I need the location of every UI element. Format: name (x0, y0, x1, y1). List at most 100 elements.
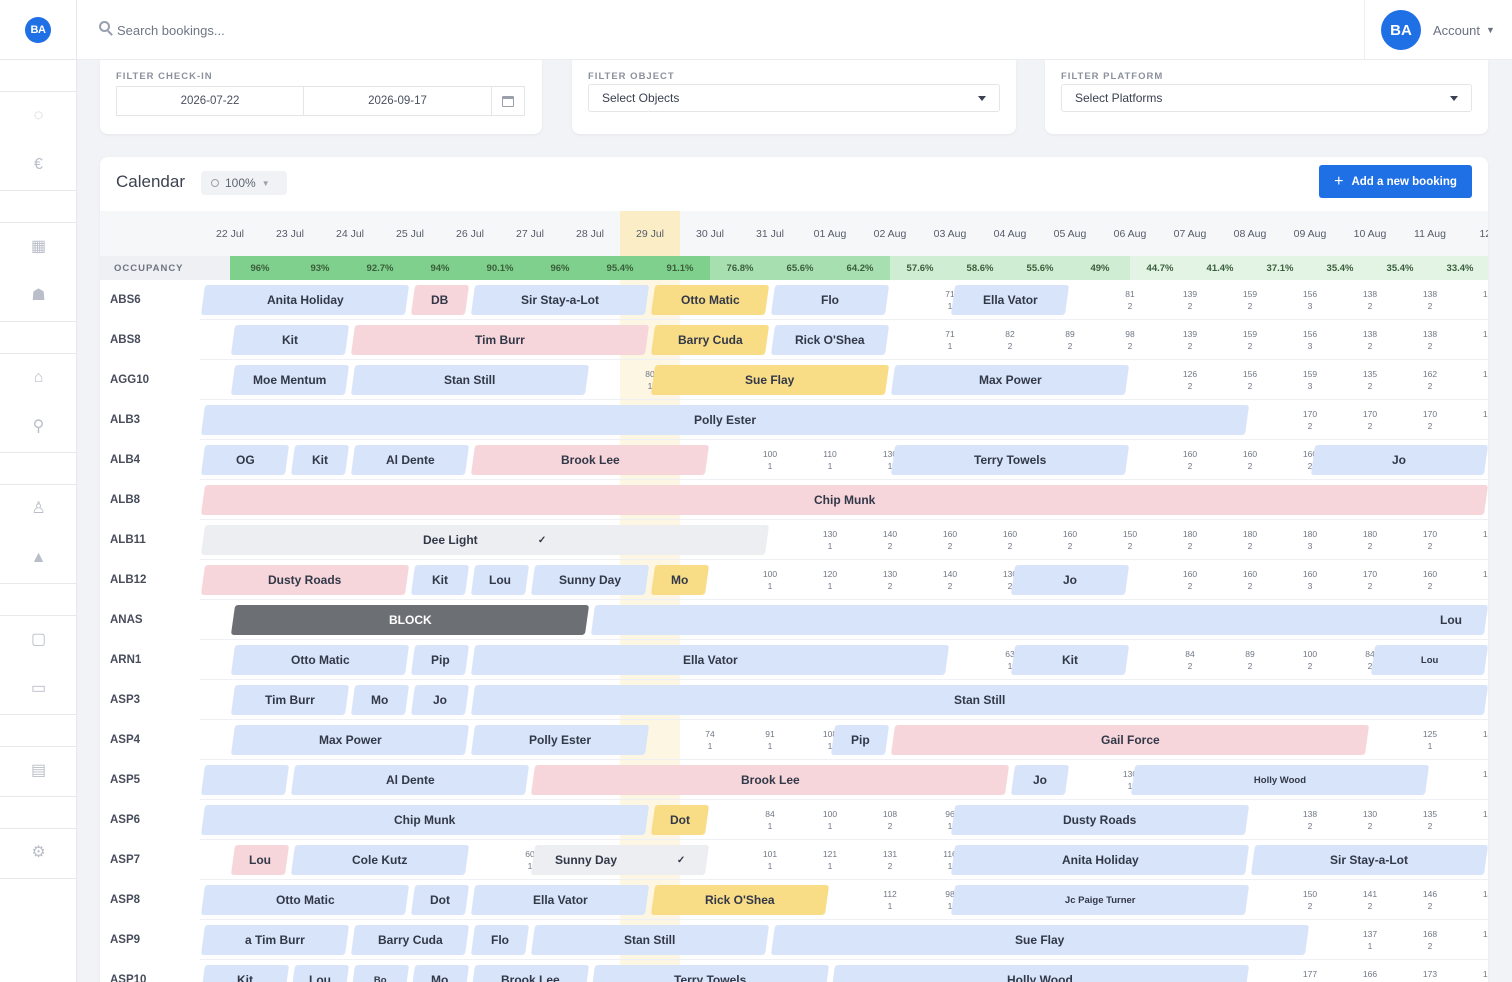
booking-bar[interactable]: Stan Still (350, 365, 590, 395)
price-cell[interactable]: 159 2 (1220, 280, 1280, 320)
price-cell[interactable]: 71 1 (920, 320, 980, 360)
price-cell[interactable]: 138 2 (1400, 320, 1460, 360)
price-cell[interactable]: 156 3 (1280, 320, 1340, 360)
calendar-icon[interactable]: ▦ (30, 238, 47, 255)
price-cell[interactable]: 159 3 (1280, 360, 1340, 400)
price-cell[interactable]: 100 1 (800, 800, 860, 840)
booking-bar[interactable]: Jo (1310, 445, 1488, 475)
booking-bar[interactable]: Polly Ester (200, 405, 1250, 435)
add-booking-button[interactable]: + Add a new booking (1319, 165, 1472, 198)
booking-bar[interactable]: Ella Vator (950, 285, 1070, 315)
booking-bar[interactable]: Kit (290, 445, 350, 475)
booking-bar[interactable]: Dot (410, 885, 470, 915)
price-cell[interactable]: 156 2 (1220, 360, 1280, 400)
price-cell[interactable]: 84 2 (1160, 640, 1220, 680)
booking-bar[interactable]: Mo (650, 565, 710, 595)
price-cell[interactable]: 71 1 (920, 280, 980, 320)
price-cell[interactable]: 98 2 (1100, 320, 1160, 360)
price-cell[interactable]: 1552 (1460, 360, 1488, 400)
booking-bar[interactable]: Barry Cuda (350, 925, 470, 955)
price-cell[interactable]: 140 2 (860, 520, 920, 560)
booking-bar[interactable]: Mo (410, 965, 470, 982)
booking-bar[interactable]: Lou (230, 845, 290, 875)
warning-icon[interactable]: ▲ (30, 549, 47, 566)
price-cell[interactable]: 135 2 (1400, 800, 1460, 840)
booking-bar[interactable]: Stan Still (470, 685, 1488, 715)
booking-bar[interactable]: Max Power (890, 365, 1130, 395)
booking-bar[interactable]: BLOCK (230, 605, 590, 635)
booking-bar[interactable]: Lou (590, 605, 1488, 635)
price-cell[interactable]: 108 1 (800, 720, 860, 760)
price-cell[interactable]: 84 2 (1340, 640, 1400, 680)
price-cell[interactable]: 160 3 (1280, 560, 1340, 600)
booking-bar[interactable]: Kit (1010, 645, 1130, 675)
price-cell[interactable]: 1772 (1280, 960, 1340, 982)
booking-bar[interactable]: Holly Wood (1130, 765, 1430, 795)
booking-bar[interactable]: Dusty Roads (200, 565, 410, 595)
booking-bar[interactable]: Sue Flay (770, 925, 1310, 955)
booking-bar[interactable]: Flo (470, 925, 530, 955)
account-menu[interactable]: BA Account ▼ (1364, 0, 1512, 60)
booking-bar[interactable]: Rick O'Shea (650, 885, 830, 915)
booking-bar[interactable]: Bo (350, 965, 410, 982)
price-cell[interactable]: 130 1 (1100, 760, 1160, 800)
booking-bar[interactable]: Otto Matic (650, 285, 770, 315)
booking-bar[interactable]: Max Power (230, 725, 470, 755)
booking-bar[interactable]: Polly Ester (470, 725, 650, 755)
price-cell[interactable]: 89 2 (1040, 320, 1100, 360)
booking-bar[interactable]: Flo (770, 285, 890, 315)
booking-bar[interactable]: Anita Holiday (950, 845, 1250, 875)
booking-bar[interactable]: Ella Vator (470, 885, 650, 915)
price-cell[interactable]: 1732 (1400, 960, 1460, 982)
booking-bar[interactable]: Anita Holiday (200, 285, 410, 315)
price-cell[interactable]: 81 2 (1100, 280, 1160, 320)
caret-down-icon[interactable]: ▼ (1485, 25, 1495, 35)
price-cell[interactable]: 140 2 (920, 560, 980, 600)
booking-bar[interactable]: Sue Flay (650, 365, 890, 395)
price-cell[interactable]: 168 2 (1400, 920, 1460, 960)
price-cell[interactable]: 101 1 (740, 840, 800, 880)
price-cell[interactable]: 150 2 (1280, 880, 1340, 920)
object-select[interactable]: Select Objects (588, 84, 1000, 112)
booking-bar[interactable]: Sunny Day ✓ (530, 845, 710, 875)
price-cell[interactable]: 60 1 (500, 840, 560, 880)
users-icon[interactable]: ☗ (31, 287, 46, 304)
price-cell[interactable]: 112 1 (860, 880, 920, 920)
document-icon[interactable]: ▢ (30, 631, 47, 648)
price-cell[interactable]: 180 3 (1280, 520, 1340, 560)
price-cell[interactable]: 138 2 (1400, 280, 1460, 320)
cleaning-icon[interactable]: ♙ (31, 500, 46, 517)
booking-bar[interactable]: Kit (230, 325, 350, 355)
price-cell[interactable]: 89 2 (1220, 640, 1280, 680)
booking-bar[interactable]: Mo (350, 685, 410, 715)
home-icon[interactable]: ⌂ (33, 369, 44, 386)
booking-bar[interactable]: Al Dente (350, 445, 470, 475)
price-cell[interactable]: 146 2 (1400, 880, 1460, 920)
price-cell[interactable]: 1372 (1460, 800, 1488, 840)
price-cell[interactable]: 130 1 (800, 520, 860, 560)
booking-bar[interactable]: Terry Towels (890, 445, 1130, 475)
booking-bar[interactable]: Kit (200, 965, 290, 982)
price-cell[interactable]: 82 2 (980, 320, 1040, 360)
booking-bar[interactable]: Al Dente (290, 765, 530, 795)
price-cell[interactable]: 80 1 (620, 360, 680, 400)
booking-bar[interactable]: Lou (1370, 645, 1488, 675)
euro-icon[interactable]: € (34, 156, 43, 173)
booking-bar[interactable]: Gail Force (890, 725, 1370, 755)
price-cell[interactable]: 96 1 (920, 800, 980, 840)
search-input[interactable] (117, 18, 477, 42)
